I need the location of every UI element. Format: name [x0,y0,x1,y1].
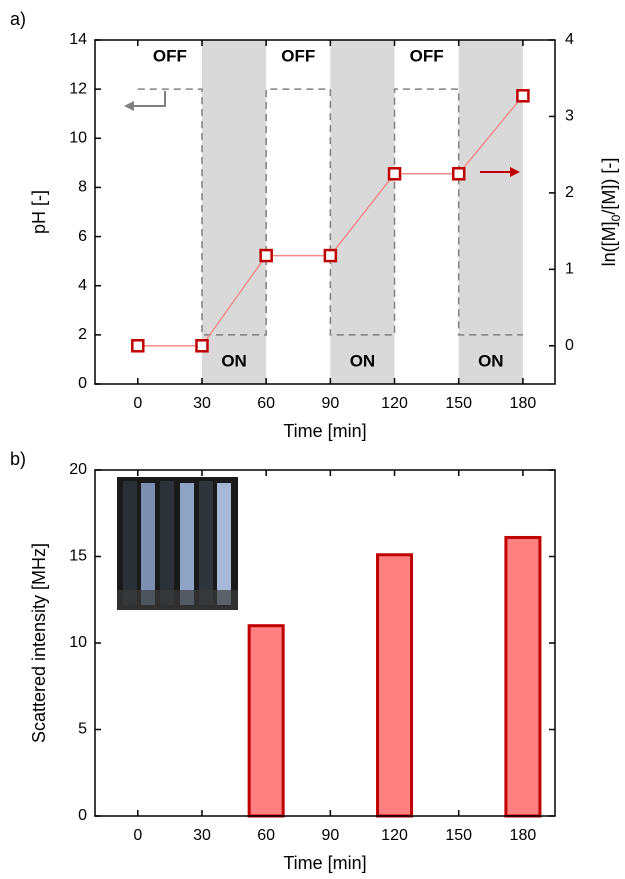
dashed-line [137,88,523,336]
arrow-left [130,91,166,107]
marker [259,248,273,263]
y-tick-label: 0 [78,807,87,824]
x-axis-label: Time [min] [283,853,366,873]
y2-axis-label-part: ln([M] [599,221,619,266]
x-tick-label: 150 [445,395,472,412]
plot-frame [94,469,556,817]
y-axis-label: Scattered intensity [MHz] [29,543,49,743]
x-tick-label: 90 [321,827,339,844]
x-tick-label: 180 [510,827,537,844]
bar [376,553,414,818]
x-tick-label: 120 [381,827,408,844]
marker [323,248,338,263]
arrow-right-head [510,167,520,177]
y-axis-label: pH [-] [29,190,49,234]
x-tick-label: 0 [133,395,142,412]
shaded-region [330,40,395,384]
y-tick-label: 14 [69,31,87,48]
x-tick-label: 150 [445,827,472,844]
annotation: ON [221,351,247,370]
y-tick-label: 20 [69,461,87,478]
axis-arrows [124,91,520,177]
shaded-region [458,40,523,384]
marker [131,339,145,353]
bar [504,535,542,818]
x-tick-label: 60 [257,827,275,844]
y2-tick-label: 0 [565,337,574,354]
marker [516,89,530,103]
x-tick-label: 30 [193,827,211,844]
y-tick-label: 8 [78,179,87,196]
y-tick-label: 5 [78,721,87,738]
plot-frame [94,39,556,385]
x-tick-label: 60 [257,395,275,412]
panel-label: b) [10,449,26,469]
annotation: ON [350,351,376,370]
annotation: ON [478,351,504,370]
y-tick-label: 6 [78,228,87,245]
marker [195,339,209,353]
y2-tick-label: 2 [565,184,574,201]
y-tick-label: 4 [78,277,87,294]
x-tick-label: 0 [133,827,142,844]
y-tick-label: 10 [69,634,87,651]
y2-tick-label: 4 [565,31,574,48]
annotation: OFF [153,47,187,66]
inset-photo [117,477,238,610]
y2-axis-label-part: 0 [609,214,623,221]
x-tick-label: 180 [510,395,537,412]
y-tick-label: 15 [69,548,87,565]
shaded-region [201,40,267,384]
marker [387,167,402,181]
y2-axis-label-part: /[M]) [-] [599,158,619,215]
y-tick-label: 10 [69,130,87,147]
arrow-left-head [124,101,134,111]
annotation: OFF [281,47,315,66]
y2-axis-label: ln([M]0/[M]) [-] [599,158,623,267]
marker [451,167,466,181]
y-tick-label: 2 [78,326,87,343]
x-axis-label: Time [min] [283,421,366,441]
x-tick-label: 90 [321,395,339,412]
panel-label: a) [10,9,26,29]
y2-tick-label: 1 [565,261,574,278]
y-tick-label: 12 [69,80,87,97]
y2-tick-label: 3 [565,108,574,125]
x-tick-label: 30 [193,395,211,412]
annotation: OFF [410,47,444,66]
x-tick-label: 120 [381,395,408,412]
bar [247,624,285,818]
y-tick-label: 0 [78,375,87,392]
